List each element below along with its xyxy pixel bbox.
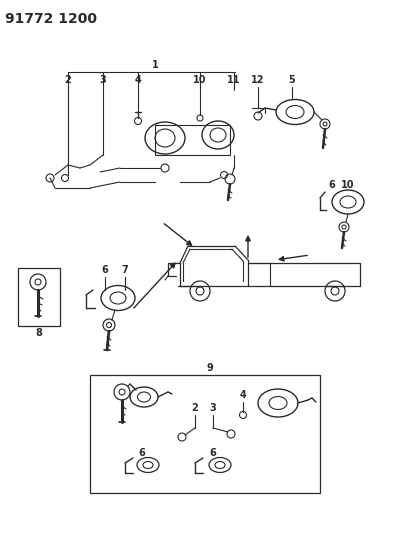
Text: 11: 11 xyxy=(227,75,241,85)
Text: 8: 8 xyxy=(35,328,42,338)
Text: 5: 5 xyxy=(288,75,296,85)
Text: 6: 6 xyxy=(209,448,217,458)
Text: 7: 7 xyxy=(121,265,129,275)
Text: 9: 9 xyxy=(207,363,213,373)
Text: 6: 6 xyxy=(102,265,108,275)
Text: 12: 12 xyxy=(251,75,265,85)
Bar xyxy=(155,125,230,155)
Text: 91772 1200: 91772 1200 xyxy=(5,12,97,26)
Bar xyxy=(90,375,320,493)
Text: 2: 2 xyxy=(64,75,72,85)
Text: 6: 6 xyxy=(139,448,145,458)
Text: 2: 2 xyxy=(192,403,198,413)
Text: 1: 1 xyxy=(152,60,158,70)
Text: 3: 3 xyxy=(99,75,107,85)
Text: 6: 6 xyxy=(329,180,335,190)
Text: 4: 4 xyxy=(135,75,141,85)
Text: 10: 10 xyxy=(341,180,355,190)
Text: 4: 4 xyxy=(240,390,246,400)
Bar xyxy=(18,268,60,326)
Text: 10: 10 xyxy=(193,75,207,85)
Text: 3: 3 xyxy=(209,403,217,413)
